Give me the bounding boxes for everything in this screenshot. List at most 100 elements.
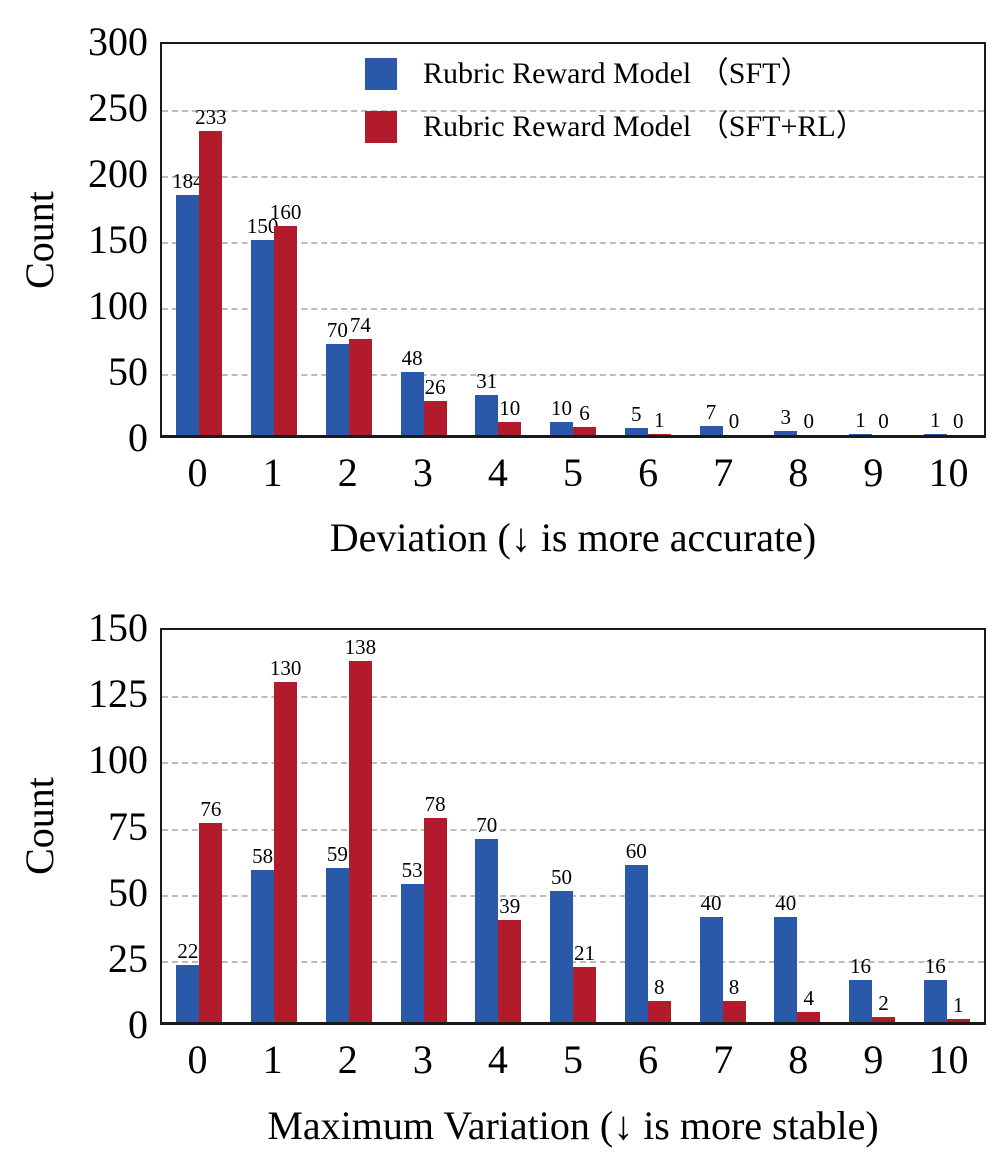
- bar-sft-rl-7: [722, 1001, 746, 1022]
- legend: Rubric Reward Model （SFT） Rubric Reward …: [365, 57, 866, 144]
- x-tick-label-3: 3: [412, 450, 433, 495]
- bar-sft-rl-5: [573, 967, 597, 1022]
- bar-value-label: 160: [269, 200, 302, 225]
- x-tick-label-1: 1: [262, 1037, 283, 1082]
- bar-wrap: 76: [199, 630, 223, 1022]
- bar-sft-rl-6: [647, 1001, 671, 1022]
- bar-value-label: 8: [654, 975, 665, 1000]
- bar-value-label: 1: [952, 993, 964, 1018]
- y-tick-label: 150: [88, 605, 148, 650]
- bar-value-label: 0: [728, 409, 740, 433]
- gridline-125: [162, 696, 984, 699]
- bar-sft-rl-4: [498, 920, 522, 1022]
- bar-wrap: 10: [498, 44, 522, 435]
- x-tick-label-10: 10: [928, 450, 969, 495]
- x-tick-label-5: 5: [563, 1037, 584, 1082]
- bar-wrap: 21: [573, 630, 597, 1022]
- bar-value-label: 39: [499, 894, 521, 919]
- bar-value-label: 16: [849, 954, 871, 979]
- bar-value-label: 0: [803, 409, 814, 433]
- bar-value-label: 2: [878, 990, 889, 1015]
- bar-group-10: 16 1: [909, 630, 984, 1022]
- bar-sft-5: [550, 891, 574, 1022]
- bar-value-label: 8: [728, 975, 740, 1000]
- bar-wrap: 8: [722, 630, 746, 1022]
- gridline-250: [162, 110, 984, 112]
- y-tick-label: 250: [88, 85, 148, 130]
- bar-sft-rl-0: [199, 823, 223, 1022]
- bar-group-0: 184 233: [162, 44, 237, 435]
- bar-sft-8: [774, 431, 798, 435]
- bar-sft-rl-8: [797, 1011, 821, 1022]
- bar-value-label: 40: [775, 891, 797, 916]
- bar-sft-6: [624, 428, 648, 435]
- bar-value-label: 0: [952, 409, 964, 433]
- bar-wrap: 0: [723, 44, 746, 435]
- x-tick-label-6: 6: [638, 1037, 659, 1082]
- bar-sft-1: [251, 870, 275, 1022]
- bar-sft-2: [325, 343, 349, 435]
- bar-group-3: 48 26: [386, 44, 461, 435]
- bar-wrap: 1: [848, 44, 872, 435]
- bar-group-5: 50 21: [536, 630, 611, 1022]
- bar-wrap: 0: [947, 44, 970, 435]
- x-tick-label-2: 2: [337, 1037, 358, 1082]
- bar-wrap: 138: [345, 630, 376, 1022]
- bar-sft-9: [848, 433, 872, 435]
- bar-wrap: 184: [172, 44, 204, 435]
- bar-value-label: 40: [700, 891, 722, 916]
- bar-wrap: 70: [475, 630, 499, 1022]
- bar-sft-7: [699, 917, 723, 1022]
- deviation-chart: Count Rubric Reward Model （SFT） Rubric R…: [0, 19, 996, 582]
- bar-wrap: 58: [251, 630, 275, 1022]
- bar-wrap: 50: [550, 630, 574, 1022]
- bar-wrap: 48: [400, 44, 424, 435]
- x-tick-label-4: 4: [487, 450, 508, 495]
- bar-value-label: 48: [401, 346, 423, 371]
- bar-sft-rl-5: [573, 427, 597, 435]
- y-tick-label: 150: [88, 217, 148, 262]
- y-tick-label: 100: [88, 283, 148, 328]
- bars-layer: 184 233 150 160 70 74 48 26 31 10 10 6 5 1 7 0 3 0 1 0 1 0: [162, 44, 984, 435]
- legend-label-sft-rl: Rubric Reward Model （SFT+RL）: [423, 110, 866, 143]
- bar-sft-rl-4: [498, 421, 522, 435]
- bar-sft-rl-2: [348, 338, 372, 435]
- bar-value-label: 1: [654, 407, 665, 432]
- bar-sft-5: [550, 421, 574, 435]
- bar-value-label: 10: [499, 395, 521, 420]
- bar-group-4: 31 10: [461, 44, 536, 435]
- bar-wrap: 7: [699, 44, 723, 435]
- bar-sft-0: [176, 195, 200, 435]
- legend-item-sft: Rubric Reward Model （SFT）: [365, 57, 866, 91]
- y-tick-label: 0: [128, 415, 148, 460]
- bar-value-label: 7: [705, 399, 717, 424]
- y-tick-label: 100: [88, 737, 148, 783]
- bar-sft-rl-1: [274, 226, 298, 435]
- bar-sft-9: [848, 980, 872, 1022]
- bar-sft-10: [923, 980, 947, 1022]
- bar-value-label: 26: [424, 375, 446, 400]
- bar-wrap: 10: [550, 44, 574, 435]
- y-tick-label: 50: [108, 869, 148, 915]
- bar-value-label: 21: [574, 941, 596, 966]
- y-tick-label: 75: [108, 803, 148, 849]
- x-tick-label-10: 10: [928, 1037, 969, 1082]
- x-tick-label-3: 3: [412, 1037, 433, 1082]
- gridline-200: [162, 176, 984, 178]
- bar-sft-0: [176, 964, 200, 1022]
- bar-value-label: 130: [269, 656, 302, 681]
- y-tick-label: 300: [88, 19, 148, 64]
- x-tick-label-9: 9: [863, 1037, 884, 1082]
- bar-value-label: 16: [924, 954, 946, 979]
- bar-wrap: 70: [325, 44, 349, 435]
- x-tick-label-6: 6: [638, 450, 659, 495]
- bar-value-label: 22: [177, 938, 199, 963]
- bar-group-3: 53 78: [386, 630, 461, 1022]
- bar-value-label: 58: [252, 844, 274, 869]
- bar-wrap: 39: [498, 630, 522, 1022]
- legend-swatch-sft: [365, 58, 397, 90]
- bar-value-label: 4: [803, 985, 814, 1010]
